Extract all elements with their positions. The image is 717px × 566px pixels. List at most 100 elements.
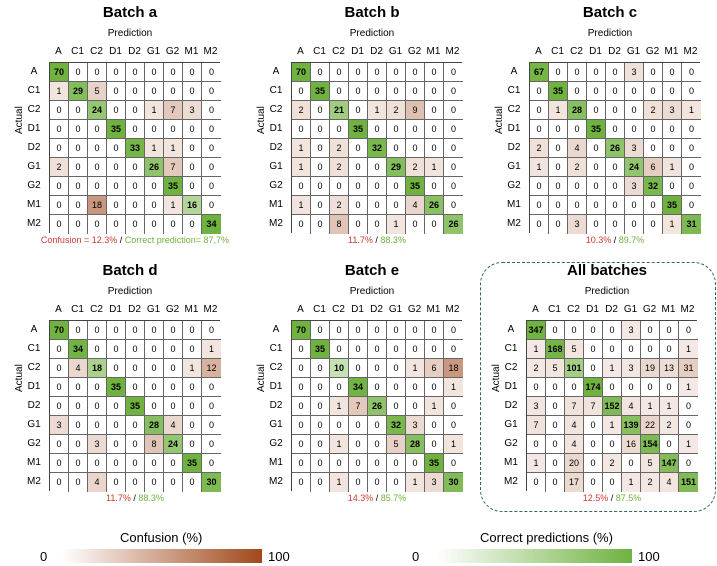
- matrix-cell: 0: [107, 196, 126, 215]
- matrix-cell: 2: [568, 158, 587, 177]
- matrix-cell: 0: [69, 454, 88, 473]
- matrix-cell: 0: [530, 177, 549, 196]
- matrix-cell: 0: [682, 63, 701, 82]
- matrix-cell: 0: [387, 139, 406, 158]
- matrix-cell: 0: [565, 321, 584, 340]
- row-header: M1: [27, 457, 41, 468]
- matrix-cell: 0: [568, 82, 587, 101]
- matrix-cell: 0: [368, 63, 387, 82]
- matrix-cell: 1: [679, 340, 698, 359]
- matrix-cell: 0: [349, 215, 368, 234]
- matrix-cell: 0: [349, 340, 368, 359]
- matrix-cell: 0: [50, 101, 69, 120]
- matrix-cell: 2: [527, 359, 546, 378]
- matrix-cell: 0: [183, 435, 202, 454]
- matrix-cell: 1: [603, 416, 622, 435]
- column-header: D1: [589, 46, 602, 57]
- matrix-cell: 2: [644, 101, 663, 120]
- matrix-cell: 0: [202, 177, 221, 196]
- matrix-cell: 0: [584, 321, 603, 340]
- matrix-cell: 0: [107, 454, 126, 473]
- matrix-cell: 0: [349, 177, 368, 196]
- matrix-cell: 0: [330, 416, 349, 435]
- column-header: C2: [332, 46, 345, 57]
- matrix-cell: 0: [606, 101, 625, 120]
- matrix-cell: 0: [349, 158, 368, 177]
- matrix-cell: 0: [349, 416, 368, 435]
- matrix-cell: 0: [202, 416, 221, 435]
- matrix-cell: 0: [107, 321, 126, 340]
- matrix-cell: 0: [202, 321, 221, 340]
- matrix-cell: 0: [387, 454, 406, 473]
- panel-0: Batch a Prediction Actual A A C1 C1 C2 C2 D1 D1 D2 D…: [14, 4, 229, 245]
- row-header: D1: [27, 123, 41, 134]
- matrix-cell: 1: [660, 397, 679, 416]
- matrix-cell: 16: [183, 196, 202, 215]
- row-header: A: [30, 66, 38, 77]
- column-header: C1: [71, 46, 84, 57]
- panel-title: Batch b: [344, 4, 400, 21]
- matrix-cell: 0: [311, 196, 330, 215]
- matrix-cell: 0: [311, 63, 330, 82]
- matrix-cell: 0: [679, 416, 698, 435]
- matrix-cell: 0: [126, 215, 145, 234]
- matrix-cell: 0: [292, 340, 311, 359]
- column-header: C1: [313, 304, 326, 315]
- matrix-cell: 0: [50, 397, 69, 416]
- matrix-cell: 0: [126, 473, 145, 492]
- matrix-cell: 0: [368, 120, 387, 139]
- matrix-cell: 0: [107, 215, 126, 234]
- row-header: D2: [507, 142, 521, 153]
- matrix-cell: 0: [530, 215, 549, 234]
- matrix-cell: 1: [549, 101, 568, 120]
- row-header: A: [272, 66, 280, 77]
- matrix-cell: 0: [145, 397, 164, 416]
- matrix-cell: 0: [164, 359, 183, 378]
- matrix-cell: 0: [425, 215, 444, 234]
- matrix-cell: 0: [69, 435, 88, 454]
- matrix-cell: 2: [330, 158, 349, 177]
- matrix-cell: 7: [164, 158, 183, 177]
- column-header: C1: [551, 46, 564, 57]
- matrix-cell: 0: [311, 215, 330, 234]
- matrix-cell: 3: [50, 416, 69, 435]
- matrix-cell: 0: [530, 196, 549, 215]
- matrix-cell: 0: [202, 397, 221, 416]
- row-header: G2: [27, 438, 41, 449]
- matrix-cell: 1: [425, 158, 444, 177]
- x-axis-label: Prediction: [107, 28, 153, 39]
- matrix-cell: 0: [126, 359, 145, 378]
- matrix-cell: 35: [311, 340, 330, 359]
- matrix-cell: 0: [107, 416, 126, 435]
- matrix-cell: 0: [368, 196, 387, 215]
- column-header: C2: [567, 304, 580, 315]
- matrix-cell: 0: [69, 416, 88, 435]
- row-header: G2: [504, 438, 518, 449]
- matrix-cell: 0: [145, 215, 164, 234]
- matrix-cell: 0: [202, 196, 221, 215]
- matrix-cell: 0: [387, 63, 406, 82]
- matrix-cell: 0: [625, 196, 644, 215]
- matrix-cell: 2: [50, 158, 69, 177]
- matrix-cell: 0: [625, 101, 644, 120]
- matrix-cell: 0: [69, 473, 88, 492]
- matrix-cell: 0: [126, 378, 145, 397]
- matrix-cell: 0: [584, 340, 603, 359]
- matrix-cell: 0: [584, 454, 603, 473]
- matrix-cell: 2: [387, 101, 406, 120]
- confusion-gradient-bar: [62, 549, 262, 563]
- matrix-cell: 0: [406, 454, 425, 473]
- matrix-cell: 0: [406, 120, 425, 139]
- column-header: C1: [313, 46, 326, 57]
- matrix-cell: 151: [679, 473, 698, 492]
- row-header: G1: [507, 161, 521, 172]
- row-header: D2: [269, 400, 283, 411]
- matrix-cell: 0: [202, 139, 221, 158]
- row-header: M2: [269, 476, 283, 487]
- matrix-cell: 35: [164, 177, 183, 196]
- matrix-cell: 35: [183, 454, 202, 473]
- column-header: D1: [109, 46, 122, 57]
- matrix-cell: 1: [330, 435, 349, 454]
- matrix-cell: 0: [663, 139, 682, 158]
- matrix-cell: 0: [568, 120, 587, 139]
